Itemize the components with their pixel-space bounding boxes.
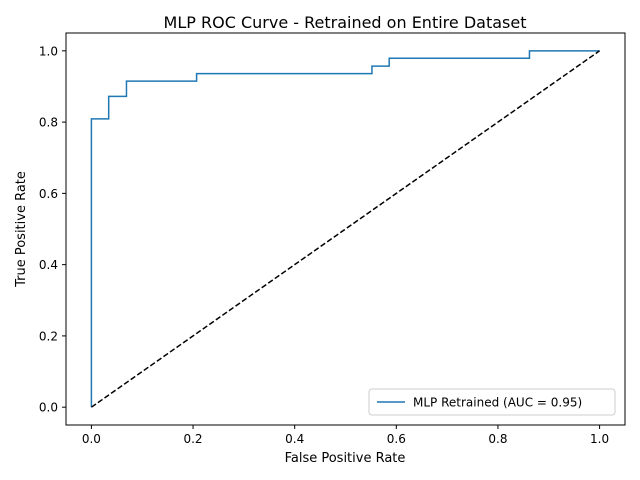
chance-diagonal-line <box>90 50 601 408</box>
chart-title: MLP ROC Curve - Retrained on Entire Data… <box>164 13 527 32</box>
y-tick-label: 1.0 <box>39 44 58 58</box>
y-tick-label: 0.6 <box>39 187 58 201</box>
y-tick-label: 0.8 <box>39 116 58 130</box>
x-tick-label: 0.2 <box>183 432 202 446</box>
x-axis-ticks: 0.0 0.2 0.4 0.6 0.8 1.0 <box>82 425 609 446</box>
roc-curve-line <box>90 50 600 408</box>
legend-box <box>368 388 616 416</box>
x-tick-label: 0.8 <box>488 432 507 446</box>
x-tick-label: 0.4 <box>285 432 304 446</box>
plot-area <box>90 50 601 408</box>
x-axis-label: False Positive Rate <box>285 451 406 466</box>
y-axis-label: True Positive Rate <box>14 171 29 288</box>
y-tick-label: 0.4 <box>39 258 58 272</box>
x-tick-label: 1.0 <box>590 432 609 446</box>
y-tick-label: 0.0 <box>39 401 58 415</box>
x-tick-label: 0.0 <box>82 432 101 446</box>
x-tick-label: 0.6 <box>387 432 406 446</box>
legend: MLP Retrained (AUC = 0.95) <box>368 388 616 416</box>
axes-frame <box>65 32 626 426</box>
y-tick-label: 0.2 <box>39 329 58 343</box>
legend-label: MLP Retrained (AUC = 0.95) <box>413 396 582 410</box>
y-axis-ticks: 0.0 0.2 0.4 0.6 0.8 1.0 <box>39 44 66 415</box>
